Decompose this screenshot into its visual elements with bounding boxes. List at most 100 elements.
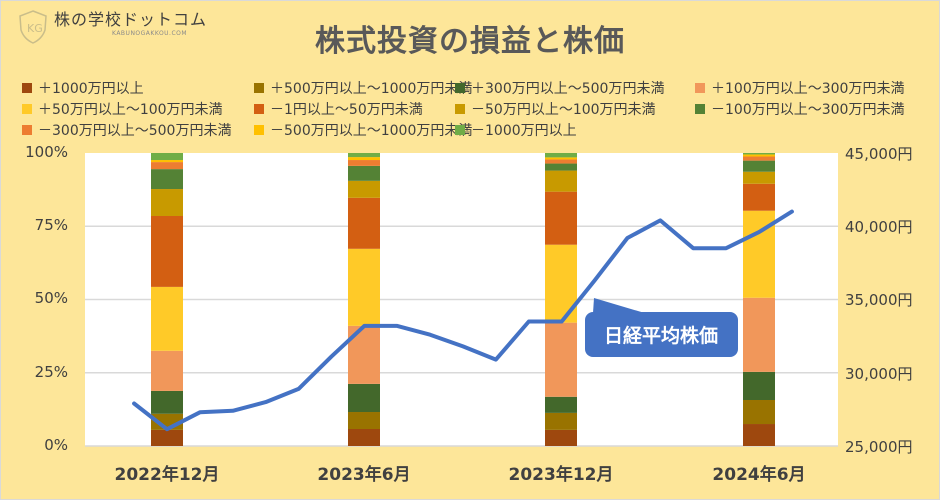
legend-label: －100万円以上～300万円未満 (711, 102, 905, 118)
bar-segment (348, 248, 380, 326)
legend-item: －300万円以上～500万円未満 (22, 120, 231, 140)
bar-segment (151, 390, 183, 414)
bar-segment (348, 197, 380, 249)
legend-item: －100万円以上～300万円未満 (695, 99, 904, 119)
bar-segment (151, 162, 183, 170)
y-right-tick: 35,000円 (845, 291, 913, 309)
bar-segment (545, 153, 577, 158)
bar-segment (151, 429, 183, 446)
brand-name: 株の学校ドットコム (54, 10, 208, 29)
legend-swatch-icon (695, 83, 705, 93)
bar-segment (151, 286, 183, 351)
bar-segment (545, 191, 577, 245)
bar-segment (545, 396, 577, 413)
bar-segment (743, 183, 775, 211)
bar-segment (348, 157, 380, 161)
y-left-tick: 50% (34, 289, 68, 307)
bar-segment (151, 153, 183, 161)
legend-label: ＋500万円以上～1000万円未満 (270, 81, 473, 97)
legend-item: －50万円以上～100万円未満 (455, 99, 656, 119)
bar-segment (743, 156, 775, 161)
legend-item: ＋100万円以上～300万円未満 (695, 78, 904, 98)
chart-title: 株式投資の損益と株価 (315, 24, 625, 59)
bar-stack (743, 153, 775, 446)
legend-item: ＋50万円以上～100万円未満 (22, 99, 223, 119)
bar-segment (743, 424, 775, 446)
bar-segment (151, 169, 183, 190)
stacked-bars (151, 153, 775, 446)
bar-segment (151, 350, 183, 391)
legend-swatch-icon (254, 83, 264, 93)
bar-segment (545, 170, 577, 192)
legend-swatch-icon (22, 104, 32, 114)
bar-segment (545, 163, 577, 171)
y-right-tick: 30,000円 (845, 365, 913, 383)
legend-swatch-icon (455, 83, 465, 93)
legend-swatch-icon (455, 104, 465, 114)
callout-label: 日経平均株価 (604, 324, 718, 347)
y-left-tick: 0% (44, 436, 68, 454)
bar-segment (743, 153, 775, 155)
bar-segment (348, 383, 380, 413)
bar-segment (348, 429, 380, 446)
bar-segment (545, 429, 577, 446)
legend-swatch-icon (22, 125, 32, 135)
y-left-tick: 75% (34, 216, 68, 234)
y-left-tick: 25% (34, 363, 68, 381)
legend-swatch-icon (695, 104, 705, 114)
legend-item: －500万円以上～1000万円未満 (254, 120, 472, 140)
bar-segment (545, 322, 577, 397)
y-right-tick: 40,000円 (845, 218, 913, 236)
legend-item: ＋500万円以上～1000万円未満 (254, 78, 472, 98)
legend-swatch-icon (22, 83, 32, 93)
bar-segment (743, 171, 775, 184)
bar-segment (348, 153, 380, 158)
legend-swatch-icon (254, 104, 264, 114)
y-right-tick: 25,000円 (845, 438, 913, 456)
bar-segment (151, 160, 183, 163)
legend-label: －500万円以上～1000万円未満 (270, 123, 473, 139)
nikkei-callout: 日経平均株価 (585, 298, 738, 357)
svg-text:KG: KG (27, 22, 43, 35)
y-right-tick: 45,000円 (845, 145, 913, 163)
nikkei-line (132, 209, 794, 432)
x-tick: 2024年6月 (712, 465, 806, 485)
bar-segment (348, 180, 380, 198)
shield-logo-icon: KG (19, 10, 47, 44)
legend-swatch-icon (254, 125, 264, 135)
x-tick: 2023年6月 (317, 465, 411, 485)
brand-logo: KG 株の学校ドットコム KABUNOGAKKOU.COM (18, 10, 207, 44)
bar-segment (151, 215, 183, 287)
x-tick: 2023年12月 (508, 465, 614, 485)
legend-label: ＋1000万円以上 (38, 81, 144, 97)
bar-segment (743, 371, 775, 400)
bar-segment (348, 160, 380, 166)
legend-label: ＋100万円以上～300万円未満 (711, 81, 905, 97)
x-tick: 2022年12月 (114, 465, 220, 485)
legend-label: ＋300万円以上～500万円未満 (471, 81, 665, 97)
bar-stack (151, 153, 183, 446)
legend-item: ＋300万円以上～500万円未満 (455, 78, 664, 98)
legend-item: ＋1000万円以上 (22, 78, 144, 98)
bar-segment (348, 412, 380, 430)
y-left-tick: 100% (25, 143, 68, 161)
bar-segment (743, 154, 775, 157)
legend-label: ＋50万円以上～100万円未満 (38, 102, 223, 118)
brand-subtitle: KABUNOGAKKOU.COM (112, 30, 188, 37)
bar-segment (743, 297, 775, 372)
bar-segment (151, 189, 183, 216)
legend-label: －1円以上～50万円未満 (270, 102, 423, 118)
gridlines (85, 225, 838, 447)
legend-label: －300万円以上～500万円未満 (38, 123, 232, 139)
legend-swatch-icon (455, 125, 465, 135)
legend-label: －1000万円以上 (471, 123, 577, 139)
bar-segment (348, 165, 380, 181)
bar-segment (743, 399, 775, 425)
bar-segment (545, 412, 577, 430)
bar-segment (545, 159, 577, 164)
bar-segment (743, 160, 775, 172)
bar-stack (348, 153, 380, 446)
bar-segment (545, 157, 577, 160)
legend-item: －1000万円以上 (455, 120, 577, 140)
